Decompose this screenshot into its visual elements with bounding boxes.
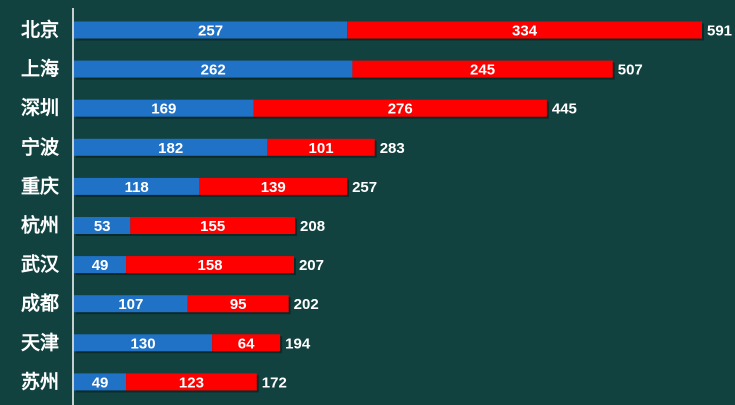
bars-group: 北京 257 334 591 上海 262 245 507 深圳 169 276 445 宁波 182 10… xyxy=(21,18,732,393)
total-value-label: 591 xyxy=(707,23,732,40)
bar-segment xyxy=(74,60,353,78)
segment-value-label: 155 xyxy=(200,218,225,235)
category-label: 天津 xyxy=(21,331,59,354)
total-value-label: 283 xyxy=(380,140,405,157)
total-value-label: 208 xyxy=(300,218,325,235)
segment-value-label: 130 xyxy=(131,335,156,352)
segment-value-label: 64 xyxy=(238,335,255,352)
segment-value-label: 245 xyxy=(470,62,495,79)
category-label: 宁波 xyxy=(21,135,60,158)
segment-value-label: 53 xyxy=(94,218,111,235)
bar-segment xyxy=(352,60,613,78)
segment-value-label: 257 xyxy=(198,23,223,40)
total-value-label: 194 xyxy=(285,335,311,352)
segment-value-label: 49 xyxy=(92,257,109,274)
bar-segment xyxy=(74,256,127,274)
total-value-label: 257 xyxy=(352,179,377,196)
category-label: 重庆 xyxy=(21,174,59,197)
bar-segment xyxy=(74,334,213,352)
bar-segment xyxy=(74,99,254,117)
segment-value-label: 95 xyxy=(230,296,247,313)
bar-segment xyxy=(347,21,702,39)
bar-segment xyxy=(74,21,348,39)
segment-value-label: 158 xyxy=(197,257,222,274)
bar-segment xyxy=(74,373,127,391)
category-label: 武汉 xyxy=(21,254,60,276)
segment-value-label: 139 xyxy=(261,179,286,196)
segment-value-label: 107 xyxy=(118,296,143,313)
bar-segment xyxy=(74,217,131,234)
category-label: 苏州 xyxy=(21,370,59,393)
segment-value-label: 276 xyxy=(388,101,413,118)
segment-value-label: 49 xyxy=(92,374,109,391)
segment-value-label: 334 xyxy=(512,23,538,40)
total-value-label: 445 xyxy=(552,101,577,118)
bar-segment xyxy=(74,295,188,313)
bar-segment xyxy=(199,177,348,195)
total-value-label: 207 xyxy=(299,257,324,274)
segment-value-label: 262 xyxy=(201,62,226,79)
bar-segment xyxy=(187,295,289,313)
category-label: 北京 xyxy=(21,18,59,41)
total-value-label: 507 xyxy=(618,62,643,79)
bar-segment xyxy=(74,138,268,156)
segment-value-label: 169 xyxy=(151,101,176,118)
segment-value-label: 101 xyxy=(309,140,334,157)
segment-value-label: 123 xyxy=(179,374,204,391)
bar-segment xyxy=(130,217,296,234)
category-label: 深圳 xyxy=(21,96,59,119)
bar-segment xyxy=(74,177,200,195)
category-label: 杭州 xyxy=(21,214,59,237)
bar-segment xyxy=(253,99,547,117)
category-label: 成都 xyxy=(21,292,59,315)
segment-value-label: 182 xyxy=(158,140,183,157)
segment-value-label: 118 xyxy=(125,179,149,196)
bar-segment xyxy=(267,138,375,156)
category-label: 上海 xyxy=(21,57,59,80)
bar-segment xyxy=(126,256,294,274)
bar-segment xyxy=(212,334,281,352)
bar-segment xyxy=(126,373,257,391)
total-value-label: 172 xyxy=(262,374,287,391)
total-value-label: 202 xyxy=(294,296,319,313)
